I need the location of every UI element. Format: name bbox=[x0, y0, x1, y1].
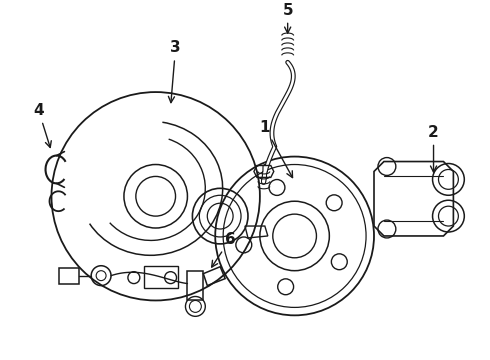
Text: 6: 6 bbox=[212, 232, 236, 267]
Text: 3: 3 bbox=[169, 40, 181, 103]
Text: 4: 4 bbox=[33, 103, 51, 148]
Text: 5: 5 bbox=[282, 3, 293, 33]
Text: 2: 2 bbox=[428, 125, 439, 172]
Text: 1: 1 bbox=[260, 120, 293, 177]
